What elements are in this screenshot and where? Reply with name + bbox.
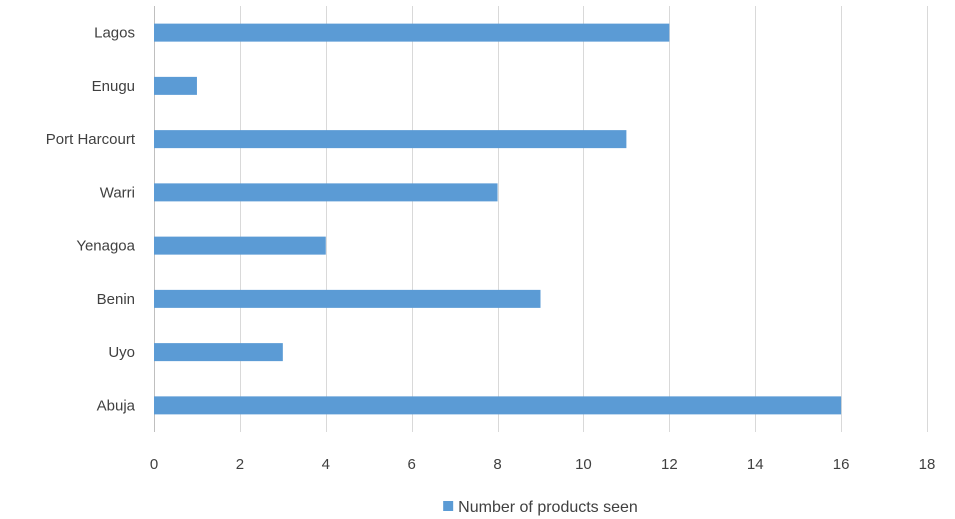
legend-label: Number of products seen xyxy=(458,499,638,516)
gridlines xyxy=(154,6,928,432)
legend: Number of products seen xyxy=(443,499,638,516)
bar-yenagoa xyxy=(154,236,326,255)
category-label-uyo: Uyo xyxy=(108,344,135,361)
bar-port-harcourt xyxy=(154,130,627,149)
x-tick-label-0: 0 xyxy=(150,456,158,473)
x-tick-label-10: 10 xyxy=(575,456,592,473)
x-tick-labels: 0 2 4 6 8 10 12 14 16 18 xyxy=(150,456,936,473)
x-tick-label-14: 14 xyxy=(747,456,764,473)
category-label-enugu: Enugu xyxy=(92,78,135,95)
category-label-port-harcourt: Port Harcourt xyxy=(46,131,136,148)
x-tick-label-4: 4 xyxy=(322,456,330,473)
bar-lagos xyxy=(154,23,670,42)
x-tick-label-2: 2 xyxy=(236,456,244,473)
category-labels: Lagos Enugu Port Harcourt Warri Yenagoa Benin… xyxy=(46,25,136,415)
x-tick-label-8: 8 xyxy=(493,456,501,473)
bar-benin xyxy=(154,289,541,308)
bar-enugu xyxy=(154,76,197,95)
category-label-benin: Benin xyxy=(97,291,135,308)
category-label-yenagoa: Yenagoa xyxy=(76,238,135,255)
x-tick-label-12: 12 xyxy=(661,456,678,473)
x-tick-label-18: 18 xyxy=(919,456,936,473)
bars xyxy=(154,23,842,415)
legend-swatch xyxy=(443,501,454,511)
category-label-abuja: Abuja xyxy=(97,397,136,414)
bar-warri xyxy=(154,183,498,202)
x-tick-label-6: 6 xyxy=(407,456,415,473)
x-tick-label-16: 16 xyxy=(833,456,850,473)
category-label-warri: Warri xyxy=(100,184,135,201)
bar-abuja xyxy=(154,396,842,415)
bar-uyo xyxy=(154,343,283,362)
category-label-lagos: Lagos xyxy=(94,25,135,42)
